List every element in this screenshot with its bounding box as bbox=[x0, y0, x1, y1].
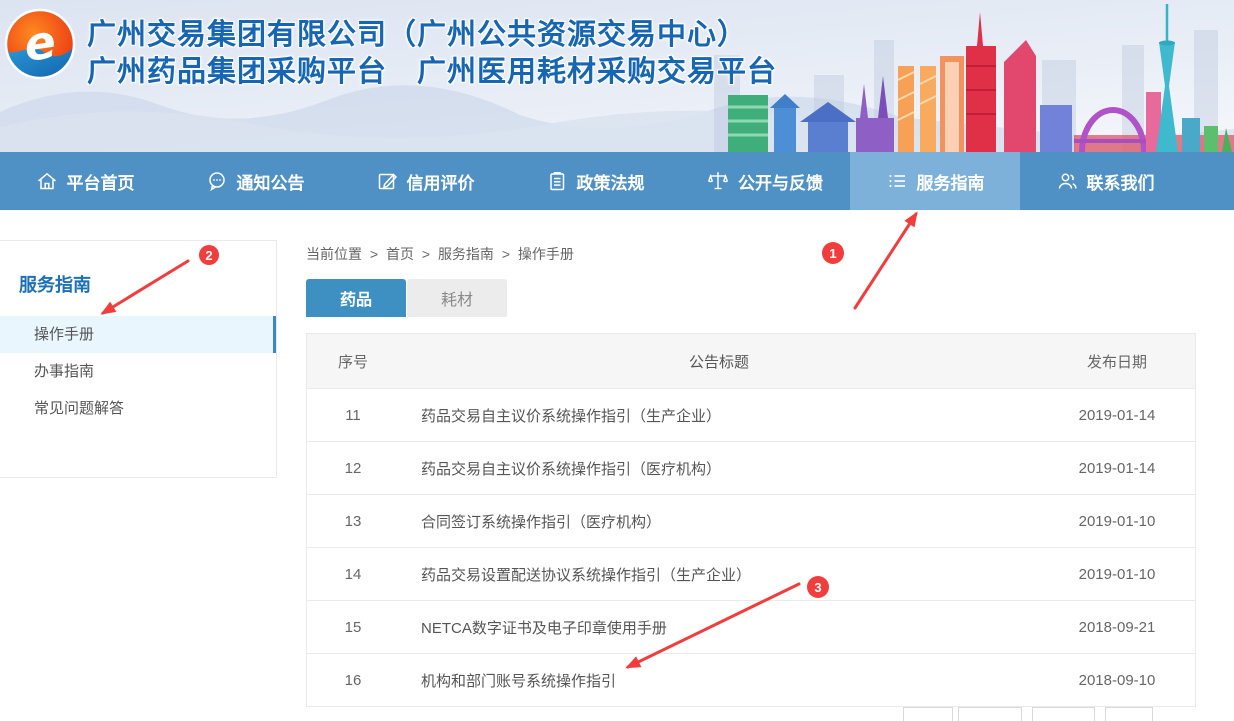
row-no: 16 bbox=[344, 671, 362, 689]
table-row[interactable]: 13 合同签订系统操作指引（医疗机构） 2019-01-10 bbox=[307, 494, 1195, 547]
row-title-link[interactable]: 机构和部门账号系统操作指引 bbox=[421, 672, 617, 690]
pagination-button[interactable] bbox=[1032, 707, 1095, 721]
row-date: 2019-01-10 bbox=[1078, 565, 1156, 583]
nav-label: 公开与反馈 bbox=[738, 173, 823, 193]
annotation-arrow-1 bbox=[853, 211, 918, 310]
tab-consumables[interactable]: 耗材 bbox=[407, 279, 507, 317]
sidebar-item-operation-manual[interactable]: 操作手册 bbox=[0, 316, 276, 353]
row-no: 11 bbox=[345, 406, 361, 424]
row-title-link[interactable]: 药品交易自主议价系统操作指引（生产企业） bbox=[421, 407, 722, 425]
row-date: 2019-01-10 bbox=[1078, 512, 1156, 530]
nav-item-credit[interactable]: 信用评价 bbox=[340, 152, 510, 210]
list-icon bbox=[889, 175, 905, 187]
scales-icon bbox=[707, 172, 729, 190]
nav-label: 通知公告 bbox=[236, 173, 305, 193]
nav-item-policies[interactable]: 政策法规 bbox=[510, 152, 680, 210]
table-row[interactable]: 15 NETCA数字证书及电子印章使用手册 2018-09-21 bbox=[307, 600, 1195, 653]
table-header: 序号 公告标题 发布日期 bbox=[307, 334, 1195, 388]
breadcrumb-separator: > bbox=[501, 246, 511, 262]
row-title-link[interactable]: 药品交易自主议价系统操作指引（医疗机构） bbox=[421, 460, 722, 478]
col-header-date: 发布日期 bbox=[1086, 353, 1147, 371]
row-no: 12 bbox=[344, 459, 362, 477]
platform-logo: e bbox=[4, 8, 76, 80]
site-title: 广州交易集团有限公司（广州公共资源交易中心） 广州药品集团采购平台 广州医用耗材… bbox=[87, 17, 777, 91]
site-title-line2: 广州药品集团采购平台 广州医用耗材采购交易平台 bbox=[87, 56, 778, 88]
sidebar: 服务指南 操作手册 办事指南 常见问题解答 bbox=[0, 240, 277, 478]
site-title-line1: 广州交易集团有限公司（广州公共资源交易中心） bbox=[87, 19, 748, 51]
annotation-circle-1 bbox=[822, 242, 844, 264]
tab-drugs[interactable]: 药品 bbox=[306, 279, 406, 317]
breadcrumb-home[interactable]: 首页 bbox=[385, 246, 414, 262]
nav-label: 政策法规 bbox=[576, 173, 645, 193]
breadcrumb-service-guide[interactable]: 服务指南 bbox=[437, 246, 494, 262]
row-date: 2018-09-10 bbox=[1078, 671, 1156, 689]
nav-item-service-guide[interactable]: 服务指南 bbox=[850, 152, 1020, 210]
logo-letter: e bbox=[21, 14, 59, 72]
people-icon bbox=[1058, 173, 1077, 189]
row-date: 2019-01-14 bbox=[1078, 406, 1156, 424]
pagination-button[interactable] bbox=[1105, 707, 1153, 721]
breadcrumb-separator: > bbox=[421, 246, 431, 262]
sidebar-item-service-guide[interactable]: 办事指南 bbox=[34, 363, 95, 380]
col-header-no: 序号 bbox=[337, 353, 368, 371]
pagination-button[interactable] bbox=[958, 707, 1022, 721]
nav-item-feedback[interactable]: 公开与反馈 bbox=[680, 152, 850, 210]
city-skyline-illustration bbox=[714, 4, 1234, 152]
nav-label: 联系我们 bbox=[1086, 173, 1155, 193]
annotation-number-1: 1 bbox=[829, 246, 836, 261]
row-no: 14 bbox=[344, 565, 362, 583]
table-row[interactable]: 16 机构和部门账号系统操作指引 2018-09-10 bbox=[307, 653, 1195, 706]
nav-item-home[interactable]: 平台首页 bbox=[0, 152, 170, 210]
row-date: 2019-01-14 bbox=[1078, 459, 1156, 477]
table-row[interactable]: 11 药品交易自主议价系统操作指引（生产企业） 2019-01-14 bbox=[307, 388, 1195, 441]
edit-icon bbox=[378, 173, 397, 190]
manual-table: 序号 公告标题 发布日期 11 药品交易自主议价系统操作指引（生产企业） 201… bbox=[306, 333, 1196, 707]
sidebar-title: 服务指南 bbox=[19, 275, 91, 295]
nav-label: 平台首页 bbox=[66, 173, 135, 193]
row-no: 15 bbox=[344, 618, 362, 636]
header-banner: e 广州交易集团有限公司（广州公共资源交易中心） 广州药品集团采购平台 广州医用… bbox=[0, 0, 1234, 152]
row-no: 13 bbox=[344, 512, 362, 530]
row-title-link[interactable]: 合同签订系统操作指引（医疗机构） bbox=[421, 513, 662, 531]
table-row[interactable]: 12 药品交易自主议价系统操作指引（医疗机构） 2019-01-14 bbox=[307, 441, 1195, 494]
nav-label: 服务指南 bbox=[916, 173, 985, 193]
col-header-title: 公告标题 bbox=[688, 353, 749, 371]
home-icon bbox=[37, 172, 56, 190]
breadcrumb: 当前位置 > 首页 > 服务指南 > 操作手册 bbox=[306, 244, 578, 264]
chat-icon bbox=[208, 172, 225, 192]
table-row[interactable]: 14 药品交易设置配送协议系统操作指引（生产企业） 2019-01-10 bbox=[307, 547, 1195, 600]
breadcrumb-separator: > bbox=[369, 246, 379, 262]
nav-item-notices[interactable]: 通知公告 bbox=[170, 152, 340, 210]
row-title-link[interactable]: NETCA数字证书及电子印章使用手册 bbox=[421, 619, 667, 637]
nav-label: 信用评价 bbox=[406, 173, 475, 193]
nav-item-contact[interactable]: 联系我们 bbox=[1020, 152, 1190, 210]
breadcrumb-operation-manual[interactable]: 操作手册 bbox=[517, 246, 574, 262]
breadcrumb-prefix: 当前位置 bbox=[306, 246, 362, 262]
pagination-button[interactable] bbox=[903, 707, 953, 721]
row-date: 2018-09-21 bbox=[1078, 618, 1156, 636]
row-title-link[interactable]: 药品交易设置配送协议系统操作指引（生产企业） bbox=[421, 566, 752, 584]
document-icon bbox=[549, 172, 564, 191]
category-tabs: 药品 耗材 bbox=[306, 279, 507, 317]
main-nav: 平台首页 通知公告 信用评价 政策法规 bbox=[0, 152, 1234, 210]
sidebar-item-faq[interactable]: 常见问题解答 bbox=[34, 400, 125, 417]
